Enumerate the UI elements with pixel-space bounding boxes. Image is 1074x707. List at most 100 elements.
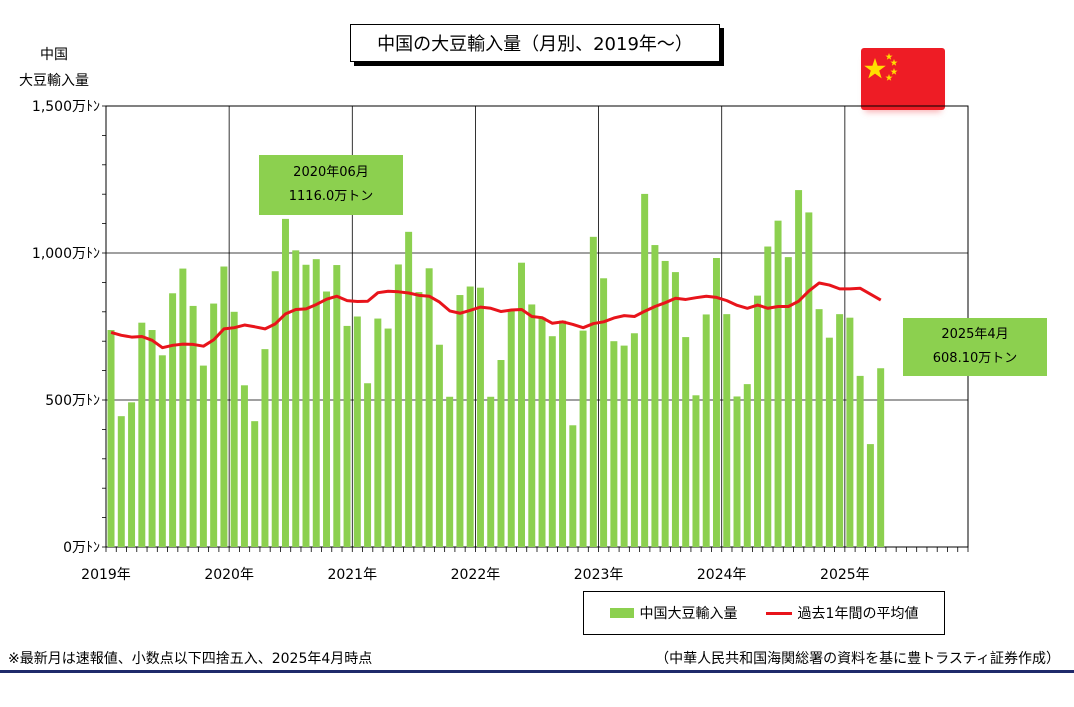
bar-22 <box>333 265 341 547</box>
x-tick-label-0: 2019年 <box>81 567 131 583</box>
bar-74 <box>866 444 874 547</box>
source-note: （中華人民共和国海関総署の資料を基に豊トラスティ証券作成） <box>655 651 1060 667</box>
x-tick-label-4: 2023年 <box>574 567 624 583</box>
grid-layer <box>105 105 969 548</box>
bar-69 <box>815 309 823 547</box>
bar-68 <box>805 212 813 548</box>
bottom-rule <box>0 670 1074 673</box>
bar-41 <box>528 304 536 547</box>
bar-45 <box>569 425 577 547</box>
callout-latest-value: 608.10万トン <box>932 351 1018 366</box>
bar-24 <box>353 316 361 547</box>
bar-64 <box>764 246 772 548</box>
bar-39 <box>507 310 515 547</box>
callout-peak-value: 1116.0万トン <box>288 189 374 204</box>
bar-25 <box>364 383 372 547</box>
bar-10 <box>210 303 218 547</box>
x-tick-label-2: 2021年 <box>327 567 377 583</box>
bar-12 <box>230 311 238 547</box>
chart-title: 中国の大豆輸入量（月別、2019年～） <box>350 24 720 62</box>
bar-75 <box>877 368 885 547</box>
bar-50 <box>620 345 628 547</box>
bar-30 <box>415 292 423 547</box>
bar-56 <box>682 337 690 547</box>
footnote: ※最新月は速報値、小数点以下四捨五入、2025年4月時点 <box>8 651 373 667</box>
legend-line-swatch <box>765 611 792 615</box>
y-tick-label-3: 1,500万ﾄﾝ <box>32 99 100 115</box>
x-tick-label-5: 2024年 <box>697 567 747 583</box>
bar-18 <box>292 250 300 547</box>
bar-54 <box>661 260 669 547</box>
bar-65 <box>774 220 782 547</box>
bar-1 <box>117 416 125 547</box>
bar-59 <box>712 257 720 547</box>
bar-20 <box>312 259 320 547</box>
bar-43 <box>548 336 556 547</box>
bar-70 <box>825 337 833 547</box>
axis-layer: 0万ﾄﾝ 500万ﾄﾝ 1,000万ﾄﾝ 1,500万ﾄﾝ 2019年 2020年 2021… <box>32 99 969 583</box>
legend-bar-label: 中国大豆輸入量 <box>639 606 738 622</box>
y-tick-label-1: 500万ﾄﾝ <box>45 393 100 409</box>
bar-19 <box>302 264 310 547</box>
bar-32 <box>435 344 443 547</box>
bar-11 <box>220 266 228 547</box>
bar-13 <box>240 385 248 547</box>
bar-63 <box>754 295 762 547</box>
bar-8 <box>189 305 197 547</box>
bar-6 <box>169 293 177 547</box>
bar-23 <box>343 325 351 547</box>
callout-latest: 2025年4月 608.10万トン <box>903 318 1047 376</box>
bar-40 <box>518 262 525 547</box>
x-tick-label-1: 2020年 <box>204 567 254 583</box>
bar-72 <box>846 317 854 547</box>
bar-29 <box>405 231 413 547</box>
bar-55 <box>671 272 679 547</box>
bar-48 <box>600 278 608 547</box>
bar-26 <box>374 318 382 547</box>
y-axis-label: 中国 大豆輸入量 <box>12 42 96 94</box>
bar-62 <box>743 384 751 547</box>
bar-27 <box>384 328 392 547</box>
bar-33 <box>446 396 454 547</box>
bar-7 <box>179 268 187 547</box>
bar-0 <box>107 330 115 547</box>
bar-42 <box>538 317 546 547</box>
y-axis-label-line2: 大豆輸入量 <box>19 73 89 89</box>
bar-66 <box>784 257 792 547</box>
bar-61 <box>733 396 741 547</box>
callout-peak: 2020年06月 1116.0万トン <box>259 155 403 215</box>
bar-4 <box>148 330 156 547</box>
bar-15 <box>261 349 269 547</box>
bar-5 <box>158 355 166 547</box>
bar-35 <box>466 286 474 547</box>
bar-51 <box>630 333 638 547</box>
y-axis-label-line1: 中国 <box>40 47 68 63</box>
legend-line-label: 過去1年間の平均値 <box>797 606 919 622</box>
bar-14 <box>251 421 259 547</box>
bar-49 <box>610 341 618 547</box>
callout-latest-date: 2025年4月 <box>941 327 1009 342</box>
bar-34 <box>456 295 464 547</box>
bar-53 <box>651 245 659 547</box>
bar-9 <box>199 365 207 547</box>
x-tick-label-6: 2025年 <box>820 567 870 583</box>
y-tick-label-2: 1,000万ﾄﾝ <box>32 246 100 262</box>
legend-item-line: 過去1年間の平均値 <box>765 603 919 623</box>
legend-item-bars: 中国大豆輸入量 <box>609 603 738 623</box>
bar-73 <box>856 375 864 547</box>
bars-layer <box>107 190 885 548</box>
bar-60 <box>723 314 731 547</box>
bar-46 <box>579 330 587 547</box>
bar-17 <box>281 218 289 547</box>
bar-3 <box>138 322 146 547</box>
legend-bar-swatch <box>609 608 634 618</box>
bar-2 <box>128 402 136 547</box>
bar-52 <box>641 193 649 547</box>
china-flag-icon <box>861 48 945 110</box>
bar-16 <box>271 271 279 547</box>
bar-67 <box>795 190 803 548</box>
bar-47 <box>589 236 597 547</box>
bar-31 <box>425 268 433 547</box>
bar-71 <box>836 314 844 547</box>
